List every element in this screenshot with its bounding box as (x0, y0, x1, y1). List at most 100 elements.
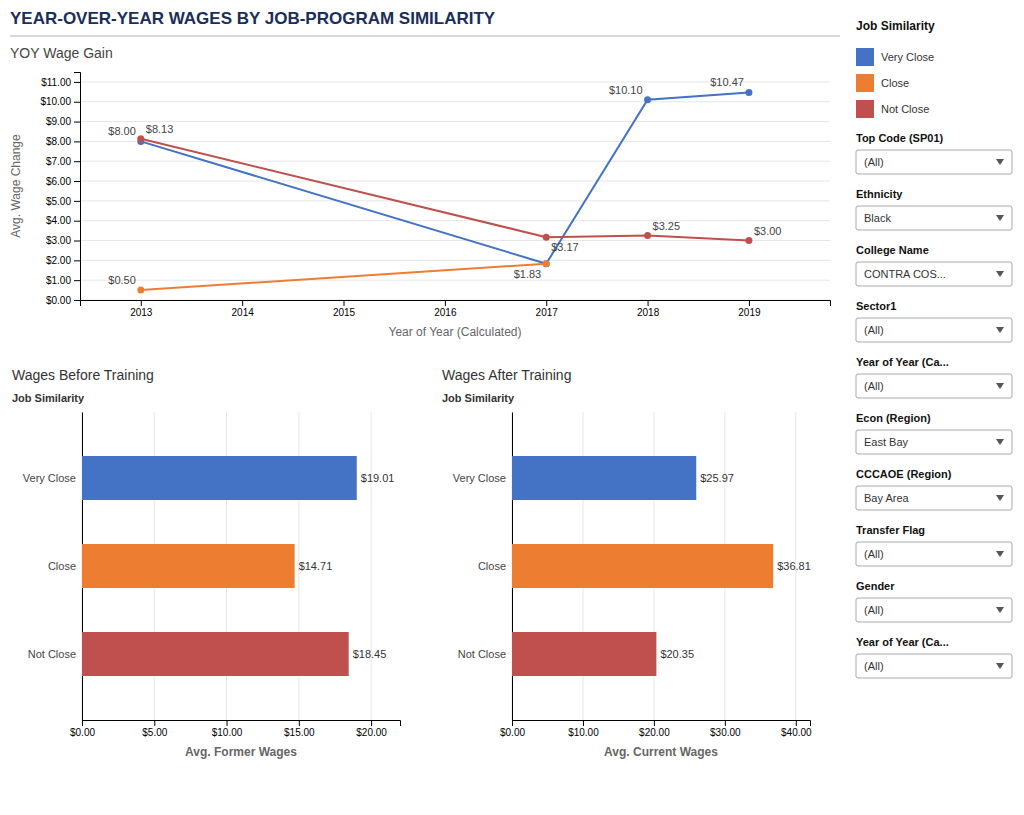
tick-mark (74, 260, 80, 261)
tick-mark (654, 720, 655, 726)
axis-title: Avg. Former Wages (185, 745, 297, 759)
tick-mark (74, 300, 80, 301)
grid-line (80, 240, 830, 241)
tick-label: $11.00 (41, 77, 71, 88)
dropdown[interactable]: Bay Area (856, 486, 1012, 510)
tick: $4.00 (46, 215, 80, 226)
data-labels: $19.01$14.71$18.45 (299, 472, 395, 660)
dropdown[interactable]: (All) (856, 598, 1012, 622)
data-label: $19.01 (361, 472, 395, 484)
tick: 2019 (738, 300, 761, 318)
filter-label: Sector1 (856, 300, 896, 312)
axis-line (513, 721, 811, 727)
dropdown-arrow[interactable] (996, 607, 1004, 613)
point (644, 96, 651, 103)
dropdown-value[interactable]: Black (864, 212, 891, 224)
dropdown[interactable]: (All) (856, 150, 1012, 174)
dropdown-box[interactable] (856, 150, 1012, 174)
tick: $5.00 (46, 196, 80, 207)
legend-swatch (856, 74, 874, 92)
dropdown[interactable]: (All) (856, 542, 1012, 566)
dropdown-value[interactable]: (All) (864, 156, 884, 168)
tick-mark (796, 720, 797, 726)
tick: Very Close (23, 472, 82, 484)
dropdown-box[interactable] (856, 206, 1012, 230)
axis-title: Job Similarity (12, 392, 85, 404)
tick: $0.00 (500, 720, 525, 738)
bar (82, 632, 349, 676)
axis-line (81, 301, 831, 307)
axis: Very CloseCloseNot Close (23, 413, 83, 721)
chart-title: YOY Wage Gain (10, 45, 113, 61)
point (137, 287, 144, 294)
axis: $0.00$10.00$20.00$30.00$40.00 (500, 720, 812, 738)
dropdown[interactable]: (All) (856, 654, 1012, 678)
dropdown-box[interactable] (856, 654, 1012, 678)
tick-label: $10.00 (40, 96, 71, 107)
tick-mark (749, 300, 750, 306)
bar (512, 632, 656, 676)
dropdown[interactable]: (All) (856, 374, 1012, 398)
dropdown[interactable]: CONTRA COS... (856, 262, 1012, 286)
dropdown-value[interactable]: Bay Area (864, 492, 910, 504)
dropdown-value[interactable]: CONTRA COS... (864, 268, 946, 280)
tick-label: $5.00 (46, 196, 71, 207)
dropdown-arrow[interactable] (996, 663, 1004, 669)
tick-label: $0.00 (70, 727, 95, 738)
dropdown-box[interactable] (856, 598, 1012, 622)
legend-swatch (856, 100, 874, 118)
dropdown-box[interactable] (856, 486, 1012, 510)
dropdown[interactable]: Black (856, 206, 1012, 230)
tick-label: $40.00 (781, 727, 812, 738)
tick: Not Close (28, 648, 82, 660)
tick-mark (74, 102, 80, 103)
dropdown-arrow[interactable] (996, 383, 1004, 389)
dropdown-box[interactable] (856, 542, 1012, 566)
dropdown-value[interactable]: (All) (864, 548, 884, 560)
data-label: $36.81 (777, 560, 811, 572)
data-labels: $25.97$36.81$20.35 (660, 472, 810, 660)
point (543, 260, 550, 267)
plot-marks (137, 89, 752, 294)
dropdown-box[interactable] (856, 262, 1012, 286)
tick: $2.00 (46, 255, 80, 266)
tick-mark (74, 201, 80, 202)
dropdown[interactable]: (All) (856, 318, 1012, 342)
dropdown-value[interactable]: (All) (864, 604, 884, 616)
tick: $15.00 (284, 720, 315, 738)
tick: 2013 (130, 300, 153, 318)
filter: CCCAOE (Region)Bay Area (856, 468, 1012, 510)
tick-mark (344, 300, 345, 306)
tick-label: $8.00 (46, 136, 71, 147)
data-label: $18.45 (353, 648, 387, 660)
tick-mark (227, 720, 228, 726)
filter-label: Top Code (SP01) (856, 132, 944, 144)
dropdown-value[interactable]: East Bay (864, 436, 909, 448)
filter-label: College Name (856, 244, 929, 256)
dropdown-value[interactable]: (All) (864, 324, 884, 336)
dropdown-value[interactable]: (All) (864, 660, 884, 672)
data-label: $3.00 (754, 225, 782, 237)
dropdown-value[interactable]: (All) (864, 380, 884, 392)
dropdown-arrow[interactable] (996, 551, 1004, 557)
dropdown-arrow[interactable] (996, 159, 1004, 165)
filter-label: Year of Year (Ca... (856, 356, 949, 368)
dropdown[interactable]: East Bay (856, 430, 1012, 454)
dropdown-arrow[interactable] (996, 327, 1004, 333)
dropdown-arrow[interactable] (996, 215, 1004, 221)
tick-mark (725, 720, 726, 726)
dropdown-box[interactable] (856, 430, 1012, 454)
dropdown-arrow[interactable] (996, 271, 1004, 277)
data-label: $8.13 (146, 123, 174, 135)
tick-label: 2016 (434, 307, 457, 318)
tick-mark (299, 720, 300, 726)
dropdown-arrow[interactable] (996, 439, 1004, 445)
dropdown-box[interactable] (856, 318, 1012, 342)
tick: $10.00 (568, 720, 599, 738)
filter: Transfer Flag(All) (856, 524, 1012, 566)
grid-line (80, 121, 830, 122)
tick-label: Not Close (28, 648, 76, 660)
filter: Year of Year (Ca...(All) (856, 636, 1012, 678)
dropdown-box[interactable] (856, 374, 1012, 398)
dropdown-arrow[interactable] (996, 495, 1004, 501)
